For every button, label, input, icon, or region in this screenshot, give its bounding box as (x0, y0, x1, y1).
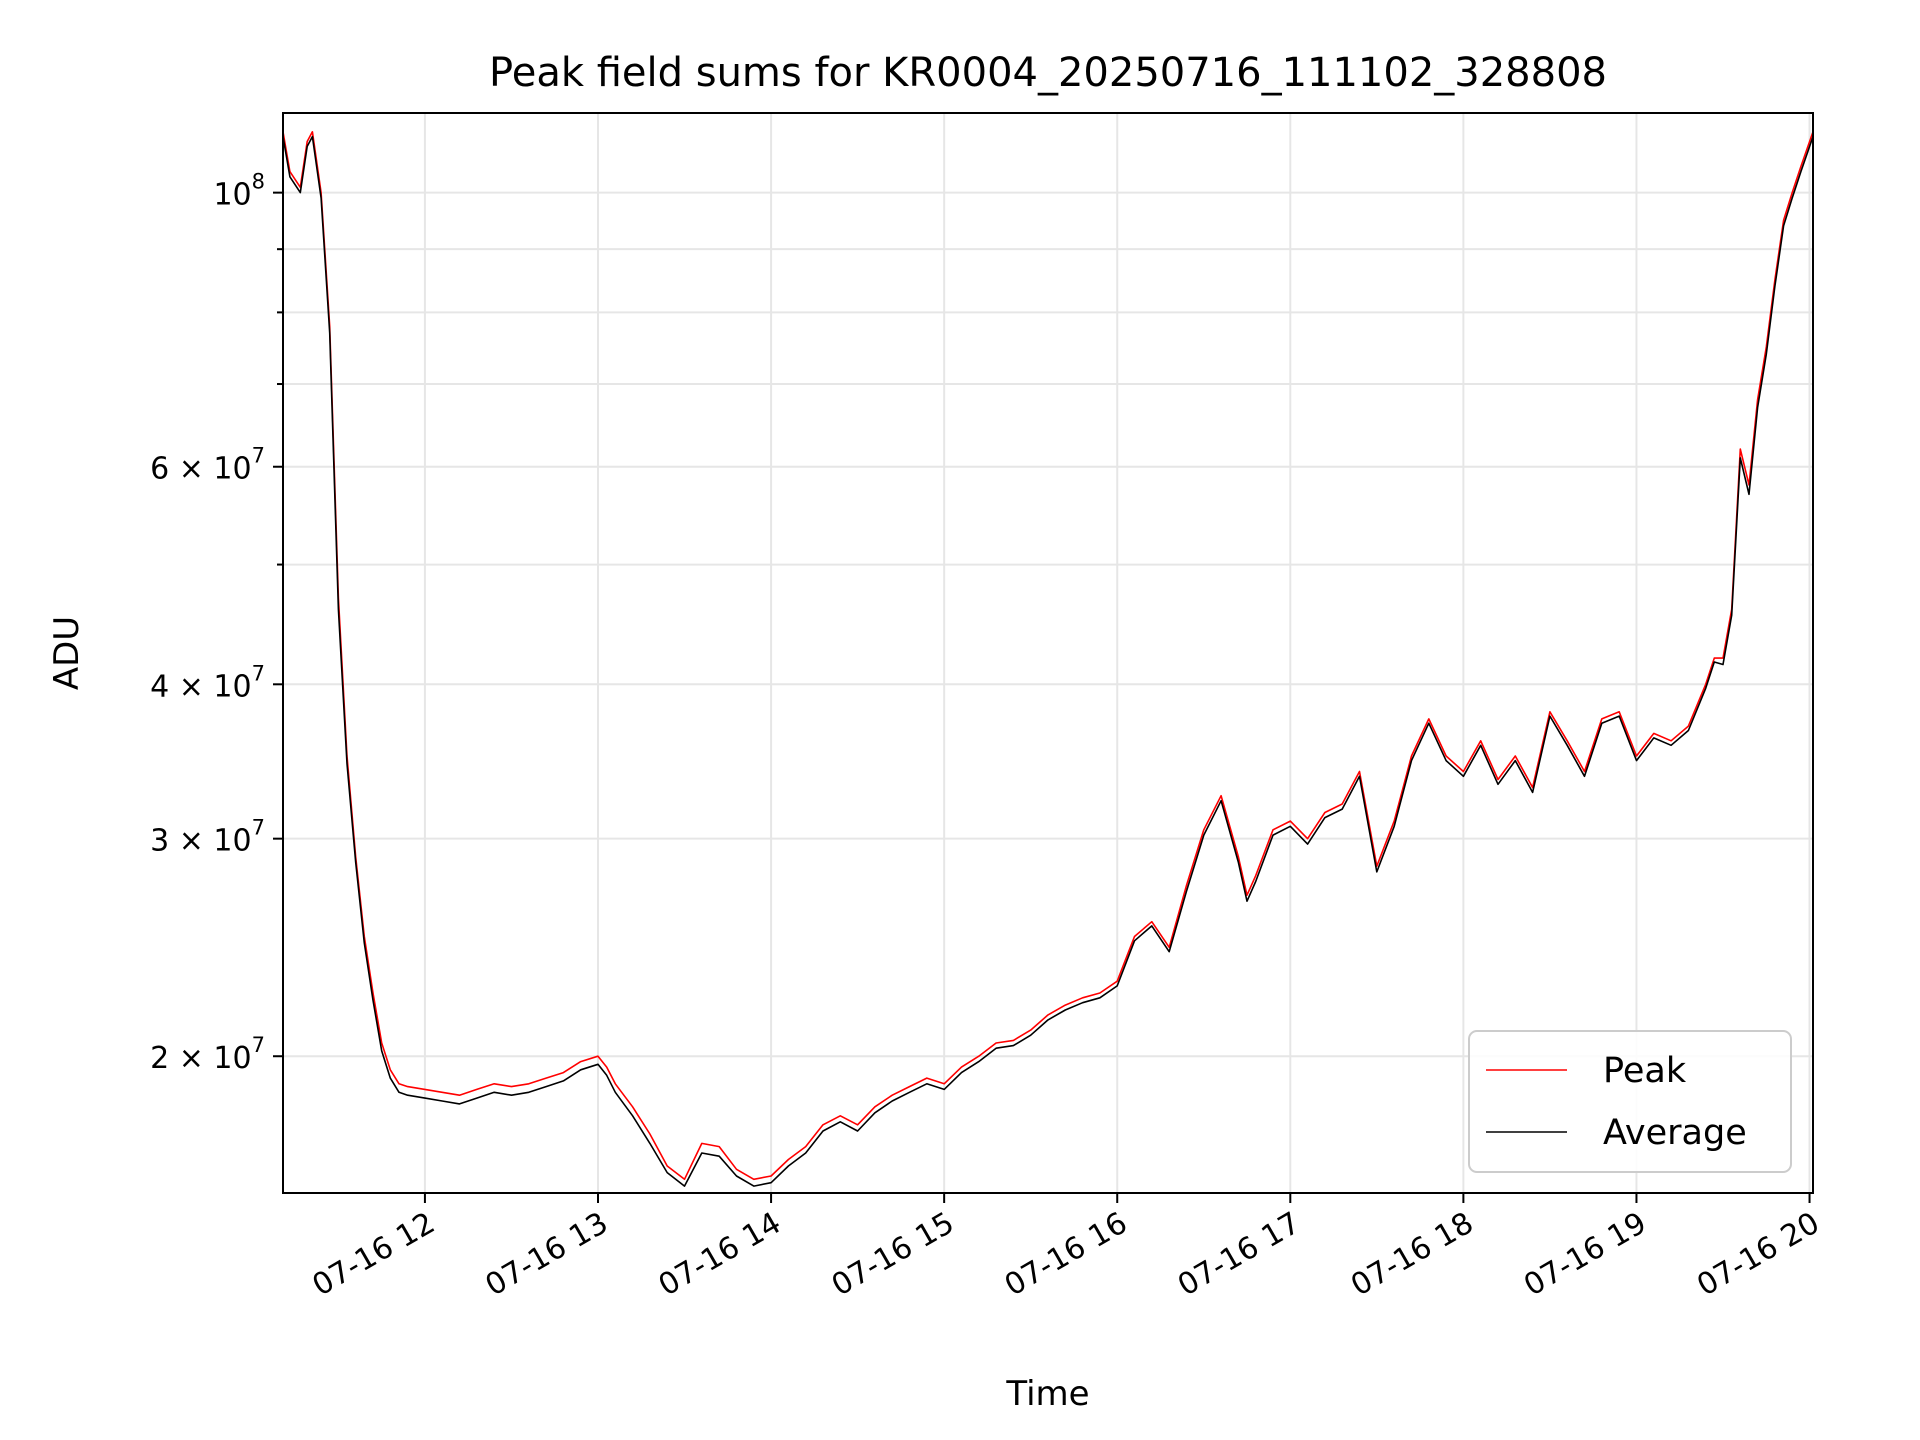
y-tick-label: 3 × 107 (150, 816, 265, 859)
chart-title: Peak field sums for KR0004_20250716_1111… (489, 50, 1607, 96)
legend-label-average: Average (1603, 1113, 1747, 1153)
series-line-average (282, 135, 1814, 1187)
legend-box (1468, 1030, 1792, 1173)
x-axis-label: Time (1005, 1374, 1089, 1414)
y-tick-label: 2 × 107 (150, 1033, 265, 1076)
series-line-peak (282, 131, 1814, 1181)
y-axis-label: ADU (47, 616, 87, 690)
y-tick-label: 108 (213, 170, 265, 213)
plot-area-frame (282, 112, 1814, 1194)
series-lines (282, 131, 1814, 1187)
y-tick-label: 4 × 107 (150, 661, 265, 704)
legend: Peak Average (1468, 1030, 1792, 1173)
grid (283, 113, 1813, 1193)
y-tick-label: 6 × 107 (150, 444, 265, 487)
legend-label-peak: Peak (1603, 1051, 1687, 1091)
